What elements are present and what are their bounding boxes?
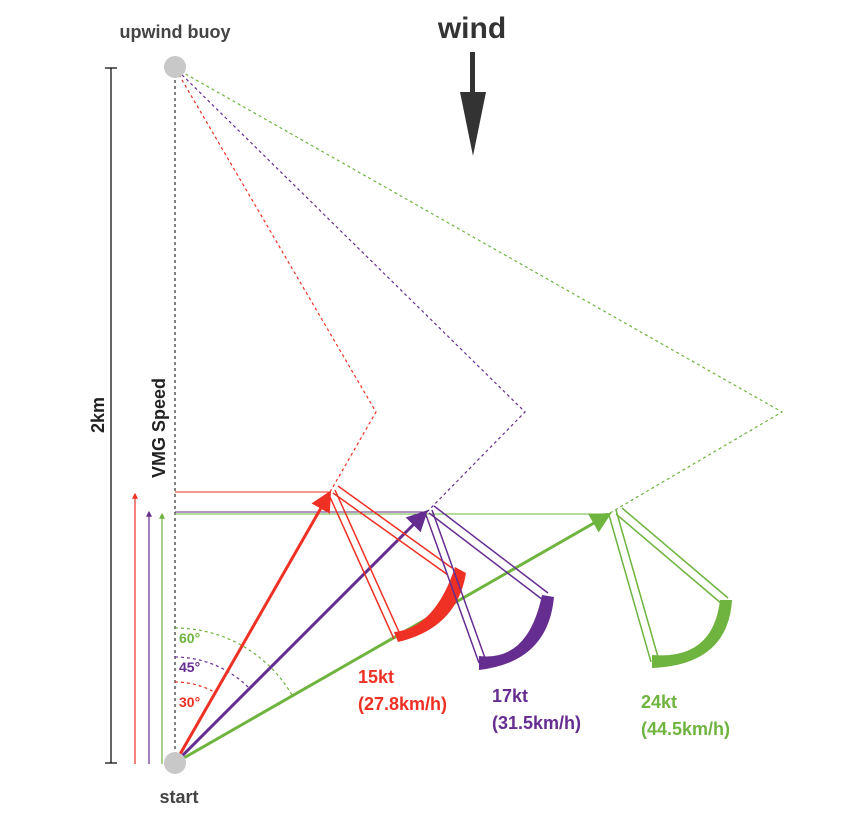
purple-heading-arrow	[173, 510, 428, 765]
purple-speed-kt: 17kt	[492, 686, 528, 706]
red-heading-arrow	[173, 490, 332, 764]
wind-label: wind	[437, 12, 506, 45]
red-kite-icon	[329, 485, 466, 642]
upwind-buoy-label: upwind buoy	[120, 22, 231, 42]
green-heading-arrow	[174, 512, 612, 765]
green-course-dotted	[174, 67, 784, 514]
red-angle-label: 30°	[179, 694, 200, 710]
distance-label: 2km	[88, 397, 108, 433]
green-speed-kmh: (44.5km/h)	[641, 719, 730, 739]
distance-bar	[105, 67, 117, 764]
purple-kite-icon	[425, 505, 554, 670]
purple-course-dotted	[174, 67, 526, 513]
green-kite-icon	[608, 507, 732, 668]
start-label: start	[159, 787, 198, 807]
wind-arrow-icon	[460, 52, 486, 156]
upwind-buoy-marker	[164, 56, 186, 78]
red-speed-kt: 15kt	[358, 667, 394, 687]
purple-speed-kmh: (31.5km/h)	[492, 713, 581, 733]
green-speed-kt: 24kt	[641, 692, 677, 712]
green-angle-label: 60°	[179, 630, 200, 646]
vmg-speed-label: VMG Speed	[149, 378, 169, 478]
start-marker	[164, 752, 186, 774]
red-speed-kmh: (27.8km/h)	[358, 694, 447, 714]
purple-angle-label: 45°	[179, 659, 200, 675]
red-course-dotted	[174, 67, 377, 493]
red-angle-arc	[174, 681, 217, 694]
purple-angle-arc	[174, 656, 250, 689]
